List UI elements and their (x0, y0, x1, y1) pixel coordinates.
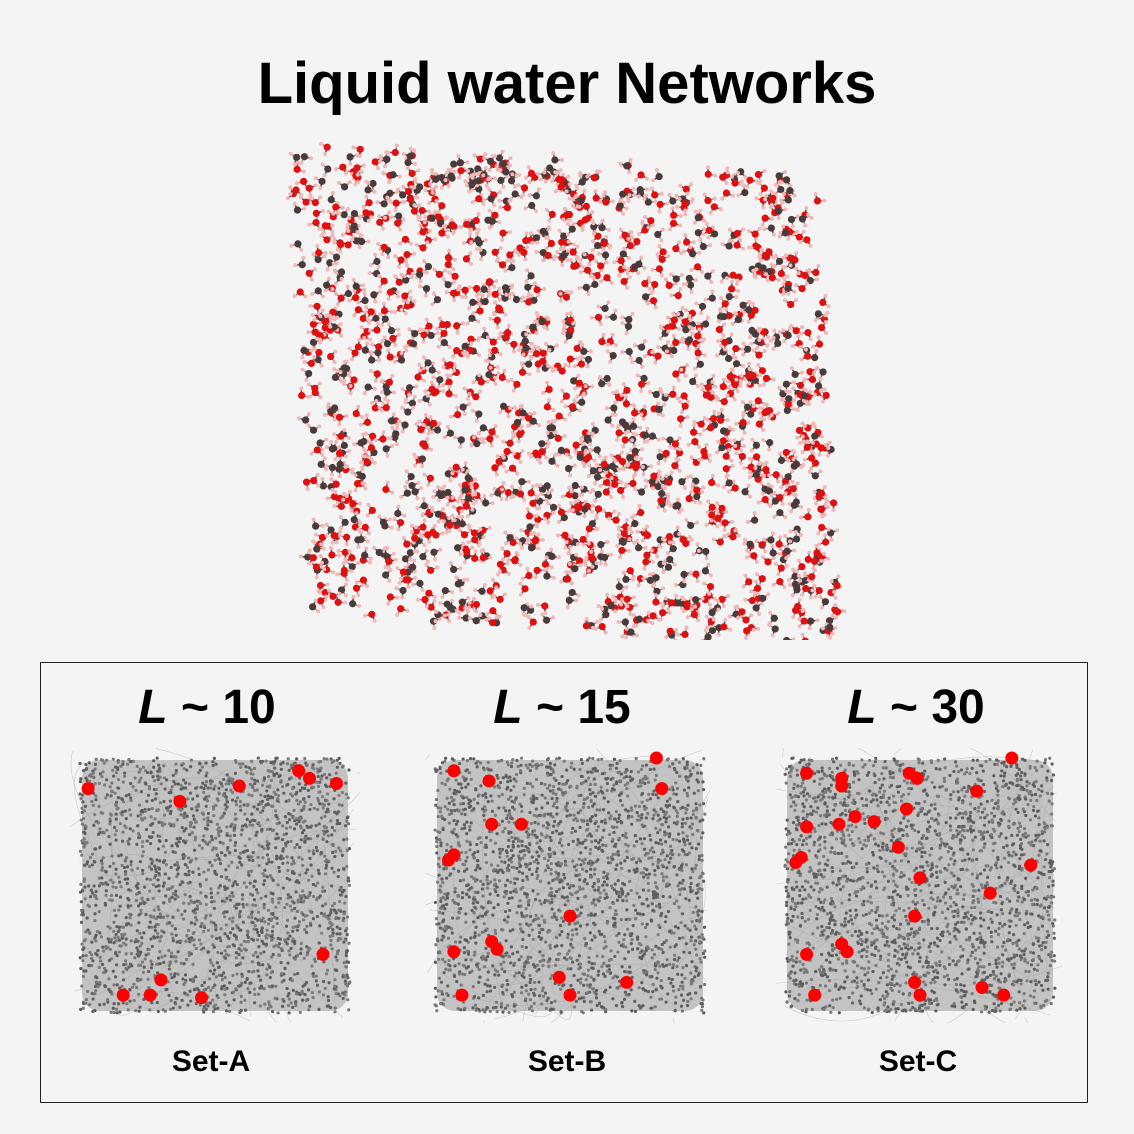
highlighted-node (515, 818, 528, 831)
panel-b-symbol: L (493, 681, 522, 734)
panel-a-symbol: L (138, 681, 167, 734)
panel-a-tilde: ~ (181, 681, 209, 734)
highlighted-node (833, 818, 846, 831)
panel-b-value: 15 (577, 681, 630, 734)
highlighted-node (849, 810, 862, 823)
water-molecule-box (280, 140, 850, 640)
highlighted-node (868, 815, 881, 828)
highlighted-node (655, 782, 668, 795)
highlighted-node (117, 989, 130, 1002)
highlighted-node (900, 803, 913, 816)
highlighted-node (908, 910, 921, 923)
highlighted-node (330, 777, 343, 790)
highlighted-node (800, 767, 813, 780)
highlighted-node (800, 820, 813, 833)
highlighted-node (908, 976, 921, 989)
highlighted-node (835, 780, 848, 793)
highlighted-node (447, 764, 460, 777)
highlighted-node (970, 785, 983, 798)
panel-a-heading: L ~ 10 (57, 680, 357, 735)
network-graph-set-c (775, 748, 1065, 1023)
set-a-label: Set-A (111, 1045, 311, 1079)
highlighted-node (620, 976, 633, 989)
panel-a-value: 10 (222, 681, 275, 734)
panel-c-value: 30 (931, 681, 984, 734)
highlighted-node (789, 856, 802, 869)
highlighted-node (997, 989, 1010, 1002)
highlighted-node (442, 854, 455, 867)
highlighted-node (491, 943, 504, 956)
highlighted-node (1024, 859, 1037, 872)
highlighted-node (914, 871, 927, 884)
network-graph-set-a (70, 748, 360, 1023)
highlighted-node (564, 910, 577, 923)
highlighted-node (456, 989, 469, 1002)
highlighted-node (650, 752, 663, 765)
highlighted-node (976, 981, 989, 994)
water-molecules (286, 142, 846, 640)
highlighted-node (564, 989, 577, 1002)
highlighted-node (892, 841, 905, 854)
highlighted-node (317, 948, 330, 961)
figure-title: Liquid water Networks (0, 50, 1134, 117)
highlighted-node (303, 772, 316, 785)
highlighted-node (173, 795, 186, 808)
highlighted-node (483, 774, 496, 787)
highlighted-node (553, 971, 566, 984)
highlighted-node (914, 989, 927, 1002)
highlighted-node (984, 887, 997, 900)
panel-b-heading: L ~ 15 (412, 680, 712, 735)
panel-c-heading: L ~ 30 (766, 680, 1066, 735)
highlighted-node (144, 989, 157, 1002)
highlighted-node (841, 945, 854, 958)
highlighted-node (233, 780, 246, 793)
highlighted-node (1005, 752, 1018, 765)
highlighted-node (911, 772, 924, 785)
network-graph-set-b (425, 748, 715, 1023)
set-b-label: Set-B (467, 1045, 667, 1079)
highlighted-node (292, 764, 305, 777)
highlighted-node (800, 948, 813, 961)
set-c-label: Set-C (818, 1045, 1018, 1079)
highlighted-node (82, 782, 95, 795)
highlighted-node (447, 945, 460, 958)
highlighted-node (808, 989, 821, 1002)
highlighted-node (155, 973, 168, 986)
panel-c-symbol: L (847, 681, 876, 734)
panel-b-tilde: ~ (536, 681, 564, 734)
highlighted-node (195, 991, 208, 1004)
panel-c-tilde: ~ (890, 681, 918, 734)
highlighted-node (485, 818, 498, 831)
